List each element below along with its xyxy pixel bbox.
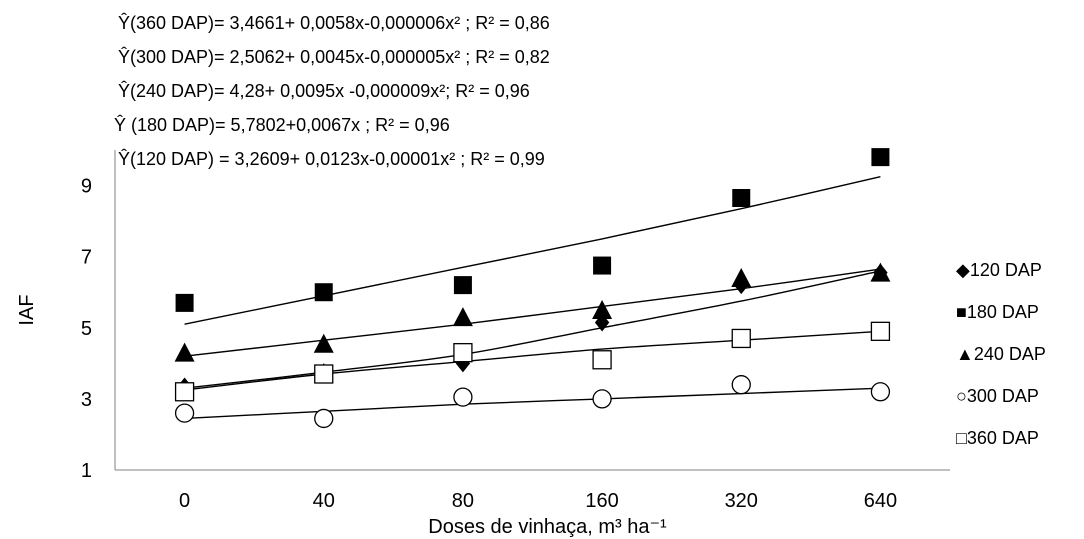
y-axis-label: IAF xyxy=(16,294,38,325)
trend-line-series-3 xyxy=(184,387,881,420)
data-point-series-2 xyxy=(592,300,613,319)
x-tick-label: 320 xyxy=(725,490,758,512)
data-point-series-4 xyxy=(870,321,891,341)
y-tick-label: 9 xyxy=(81,176,92,198)
x-tick-label: 0 xyxy=(179,490,190,512)
legend: ◆120 DAP ■180 DAP ▲240 DAP ○300 DAP □360 DAP xyxy=(956,260,1046,448)
data-point-series-2 xyxy=(452,307,473,327)
equation-240-dap: Ŷ(240 DAP)= 4,28+ 0,0095x -0,000009x²; R… xyxy=(118,81,530,101)
legend-entry: □360 DAP xyxy=(956,428,1039,448)
data-point-series-3 xyxy=(731,375,751,395)
legend-entry: ◆120 DAP xyxy=(956,260,1042,280)
trend-line-series-2 xyxy=(184,268,881,357)
data-point-series-1 xyxy=(175,293,194,312)
data-point-series-3 xyxy=(870,382,891,402)
data-point-series-2 xyxy=(313,333,334,353)
data-point-series-3 xyxy=(592,389,612,409)
data-point-series-3 xyxy=(314,408,334,429)
trend-lines xyxy=(184,175,881,420)
equation-300-dap: Ŷ(300 DAP)= 2,5062+ 0,0045x-0,000005x² ;… xyxy=(118,47,550,67)
x-tick-label: 640 xyxy=(864,490,897,512)
data-point-series-1 xyxy=(314,283,333,302)
data-point-series-1 xyxy=(453,276,472,295)
data-point-series-1 xyxy=(593,256,612,275)
legend-entry: ○300 DAP xyxy=(956,386,1039,406)
x-tick-label: 80 xyxy=(452,490,474,512)
data-point-series-1 xyxy=(871,148,890,167)
data-point-series-4 xyxy=(592,350,612,370)
y-axis-ticks: 1 3 5 7 9 xyxy=(81,176,92,482)
y-tick-label: 5 xyxy=(81,318,92,340)
axes xyxy=(114,150,950,471)
data-points xyxy=(174,148,891,429)
data-point-series-4 xyxy=(314,364,334,384)
data-point-series-3 xyxy=(453,387,473,407)
equation-180-dap: Ŷ (180 DAP)= 5,7802+0,0067x ; R² = 0,96 xyxy=(114,115,450,135)
data-point-series-4 xyxy=(731,328,751,349)
data-point-series-4 xyxy=(174,382,195,402)
data-point-series-2 xyxy=(174,342,195,362)
legend-entry: ▲240 DAP xyxy=(956,344,1046,364)
data-point-series-2 xyxy=(731,268,752,287)
data-point-series-3 xyxy=(174,403,195,423)
trend-line-series-0 xyxy=(184,270,881,389)
trend-line-series-4 xyxy=(184,330,881,391)
data-point-series-2 xyxy=(870,262,891,282)
y-tick-label: 3 xyxy=(81,389,92,411)
equation-120-dap: Ŷ(120 DAP) = 3,2609+ 0,0123x-0,00001x² ;… xyxy=(118,149,545,169)
x-axis-ticks: 0 40 80 160 320 640 xyxy=(179,490,897,512)
x-tick-label: 40 xyxy=(313,490,335,512)
x-tick-label: 160 xyxy=(585,490,618,512)
y-tick-label: 1 xyxy=(81,460,92,482)
trend-line-series-1 xyxy=(184,175,881,325)
data-point-series-4 xyxy=(453,343,473,363)
data-point-series-1 xyxy=(732,189,751,207)
legend-entry: ■180 DAP xyxy=(956,302,1039,322)
equation-360-dap: Ŷ(360 DAP)= 3,4661+ 0,0058x-0,000006x² ;… xyxy=(118,13,550,33)
y-tick-label: 7 xyxy=(81,247,92,269)
x-axis-label: Doses de vinhaça, m³ ha⁻¹ xyxy=(428,516,667,538)
